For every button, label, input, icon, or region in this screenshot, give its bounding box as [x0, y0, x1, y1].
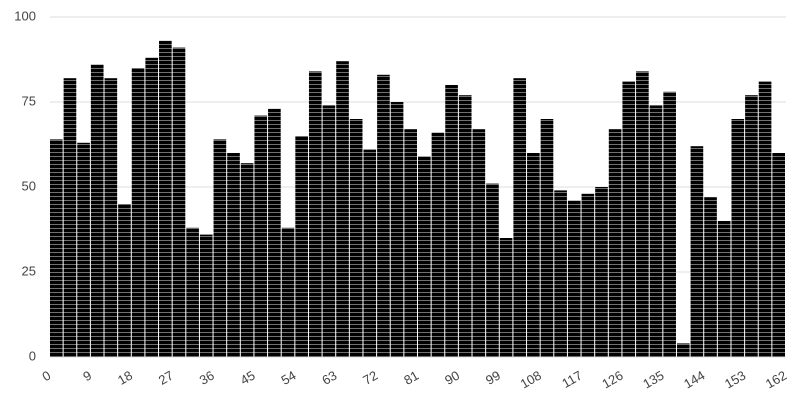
y-tick-label: 0	[29, 348, 36, 363]
bar	[567, 200, 581, 357]
x-tick-label: 72	[360, 368, 380, 388]
bar	[513, 78, 527, 357]
x-tick-label: 99	[483, 368, 503, 388]
bar	[213, 139, 227, 357]
bar	[581, 193, 595, 357]
x-tick-label: 144	[681, 368, 707, 392]
bar	[63, 78, 77, 357]
bar	[404, 129, 417, 357]
bar	[690, 146, 704, 357]
bar	[636, 71, 649, 358]
bar	[131, 68, 145, 357]
bar	[758, 81, 772, 357]
bar	[377, 74, 390, 358]
bar	[118, 204, 131, 357]
y-tick-label: 25	[22, 263, 36, 278]
bar	[336, 61, 349, 357]
bar	[268, 108, 281, 357]
bar	[622, 81, 636, 357]
bar	[145, 57, 159, 358]
bar	[445, 85, 458, 357]
bar	[554, 190, 567, 357]
bar	[104, 78, 118, 357]
bar	[431, 132, 445, 357]
bar	[254, 115, 268, 357]
y-tick-label: 50	[22, 178, 36, 193]
bar	[349, 119, 363, 357]
x-tick-label: 126	[599, 368, 625, 392]
bar	[717, 221, 731, 357]
x-tick-label: 36	[197, 368, 217, 388]
bar	[240, 163, 254, 357]
x-tick-label: 162	[763, 368, 789, 392]
x-tick-label: 45	[238, 368, 258, 388]
bar	[499, 238, 513, 357]
x-tick-label: 0	[39, 368, 53, 385]
bar	[295, 136, 308, 357]
bar	[159, 40, 172, 358]
x-tick-label: 9	[80, 368, 94, 385]
bar	[676, 343, 690, 357]
bar	[663, 91, 676, 358]
bar	[172, 47, 186, 357]
bar	[322, 105, 336, 358]
bar	[527, 153, 540, 357]
bar	[608, 129, 622, 357]
x-tick-label: 108	[518, 368, 544, 392]
bar	[472, 129, 486, 357]
x-tick-label: 153	[722, 368, 748, 392]
bar	[540, 119, 554, 357]
bar	[390, 102, 404, 357]
bar	[704, 197, 717, 357]
bar	[50, 139, 63, 357]
bar	[77, 142, 90, 357]
bar	[186, 227, 199, 357]
y-tick-label: 100	[14, 8, 36, 23]
x-tick-label: 117	[559, 368, 584, 391]
bar	[486, 183, 499, 357]
x-tick-label: 90	[442, 368, 462, 388]
bar	[595, 187, 608, 357]
bar	[90, 64, 104, 357]
x-tick-label: 54	[279, 368, 299, 388]
x-tick-label: 27	[156, 368, 176, 388]
x-tick-label: 135	[640, 368, 666, 392]
bar	[308, 71, 322, 358]
bar	[363, 149, 377, 357]
bar	[772, 153, 785, 357]
x-tick-label: 18	[115, 368, 135, 388]
bar	[731, 119, 745, 357]
bar	[649, 105, 663, 358]
x-tick-label: 81	[401, 368, 421, 388]
y-tick-label: 75	[22, 93, 36, 108]
bar	[199, 234, 213, 357]
bar	[227, 153, 240, 357]
bar	[745, 95, 758, 357]
bar	[418, 156, 431, 357]
x-tick-label: 63	[319, 368, 339, 388]
bar	[458, 95, 472, 357]
bar	[281, 227, 295, 357]
